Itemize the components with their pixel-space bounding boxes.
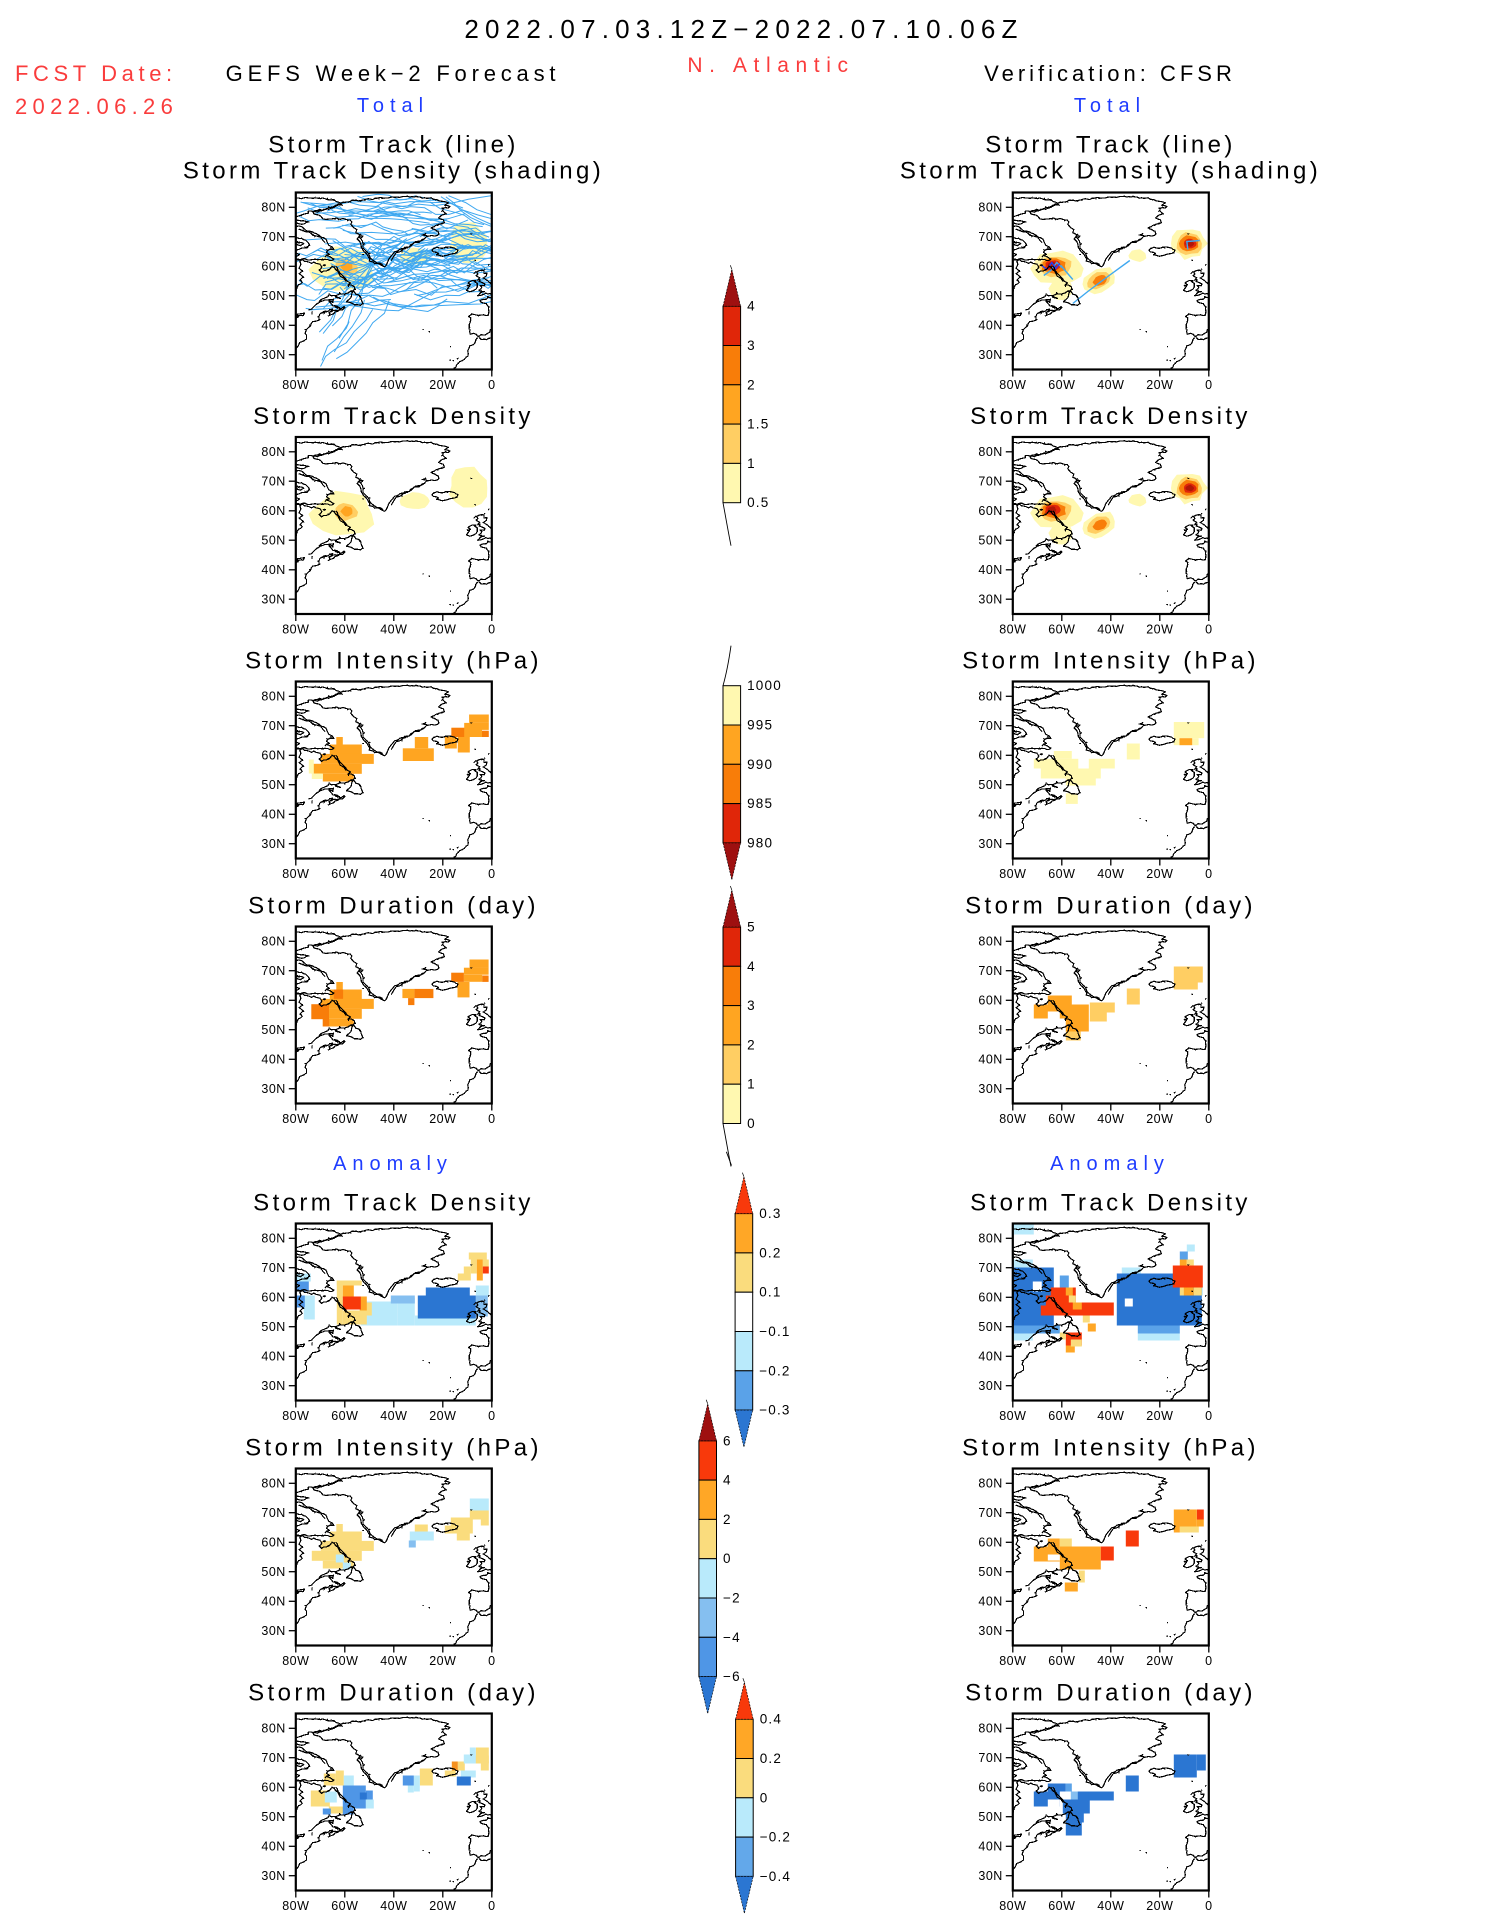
- svg-text:3: 3: [747, 338, 756, 353]
- svg-text:Storm Duration (day): Storm Duration (day): [248, 1680, 539, 1707]
- svg-text:5: 5: [747, 920, 756, 935]
- svg-text:0.2: 0.2: [760, 1751, 782, 1766]
- svg-text:990: 990: [747, 757, 773, 772]
- svg-text:Anomaly: Anomaly: [1050, 1153, 1170, 1175]
- svg-text:2: 2: [747, 377, 756, 392]
- svg-text:Storm Track Density (shading): Storm Track Density (shading): [900, 158, 1321, 185]
- svg-text:0.1: 0.1: [759, 1285, 781, 1300]
- svg-text:1: 1: [747, 456, 756, 471]
- svg-text:Total: Total: [1074, 95, 1146, 117]
- svg-text:N. Atlantic: N. Atlantic: [687, 54, 854, 77]
- svg-text:−2: −2: [723, 1591, 741, 1606]
- svg-text:Storm Intensity (hPa): Storm Intensity (hPa): [962, 1435, 1259, 1462]
- svg-text:Storm Intensity (hPa): Storm Intensity (hPa): [245, 648, 542, 675]
- svg-text:Storm Track Density (shading): Storm Track Density (shading): [183, 158, 604, 185]
- svg-text:985: 985: [747, 796, 773, 811]
- svg-text:−0.2: −0.2: [759, 1363, 790, 1378]
- svg-text:Storm Intensity (hPa): Storm Intensity (hPa): [962, 648, 1259, 675]
- svg-text:Storm Track (line): Storm Track (line): [985, 132, 1236, 159]
- svg-text:1: 1: [747, 1077, 756, 1092]
- svg-text:GEFS Week−2 Forecast: GEFS Week−2 Forecast: [226, 61, 561, 86]
- svg-text:1000: 1000: [747, 678, 782, 693]
- svg-text:4: 4: [747, 959, 756, 974]
- svg-text:3: 3: [747, 998, 756, 1013]
- svg-text:995: 995: [747, 718, 773, 733]
- svg-text:1.5: 1.5: [747, 417, 769, 432]
- svg-text:FCST Date:: FCST Date:: [15, 61, 177, 86]
- svg-text:4: 4: [723, 1473, 732, 1488]
- svg-text:Storm Duration (day): Storm Duration (day): [965, 1680, 1256, 1707]
- svg-text:2: 2: [747, 1037, 756, 1052]
- svg-text:Storm Duration (day): Storm Duration (day): [248, 893, 539, 920]
- svg-text:0.4: 0.4: [760, 1712, 782, 1727]
- svg-text:−0.4: −0.4: [760, 1869, 791, 1884]
- svg-text:−4: −4: [723, 1630, 741, 1645]
- svg-text:4: 4: [747, 299, 756, 314]
- svg-text:Storm Intensity (hPa): Storm Intensity (hPa): [245, 1435, 542, 1462]
- svg-text:2022.07.03.12Z−2022.07.10.06Z: 2022.07.03.12Z−2022.07.10.06Z: [464, 14, 1023, 44]
- svg-text:Anomaly: Anomaly: [333, 1153, 453, 1175]
- svg-text:Storm Track Density: Storm Track Density: [970, 1190, 1251, 1217]
- svg-text:980: 980: [747, 835, 773, 850]
- svg-text:Verification: CFSR: Verification: CFSR: [984, 61, 1236, 86]
- svg-text:2: 2: [723, 1512, 732, 1527]
- svg-text:−0.1: −0.1: [759, 1324, 790, 1339]
- svg-text:0.2: 0.2: [759, 1245, 781, 1260]
- svg-text:Storm Track Density: Storm Track Density: [970, 403, 1251, 430]
- svg-text:−6: −6: [723, 1669, 741, 1684]
- svg-text:Storm Track (line): Storm Track (line): [268, 132, 519, 159]
- svg-text:−0.2: −0.2: [760, 1830, 791, 1845]
- svg-text:Storm Track Density: Storm Track Density: [253, 1190, 534, 1217]
- svg-text:0.5: 0.5: [747, 495, 769, 510]
- svg-text:0: 0: [747, 1116, 756, 1131]
- svg-text:Total: Total: [357, 95, 429, 117]
- svg-text:Storm Duration (day): Storm Duration (day): [965, 893, 1256, 920]
- svg-text:Storm Track Density: Storm Track Density: [253, 403, 534, 430]
- svg-text:0.3: 0.3: [759, 1206, 781, 1221]
- svg-text:2022.06.26: 2022.06.26: [15, 94, 178, 119]
- svg-text:0: 0: [760, 1790, 769, 1805]
- svg-text:−0.3: −0.3: [759, 1403, 790, 1418]
- svg-text:0: 0: [723, 1551, 732, 1566]
- svg-text:6: 6: [723, 1433, 732, 1448]
